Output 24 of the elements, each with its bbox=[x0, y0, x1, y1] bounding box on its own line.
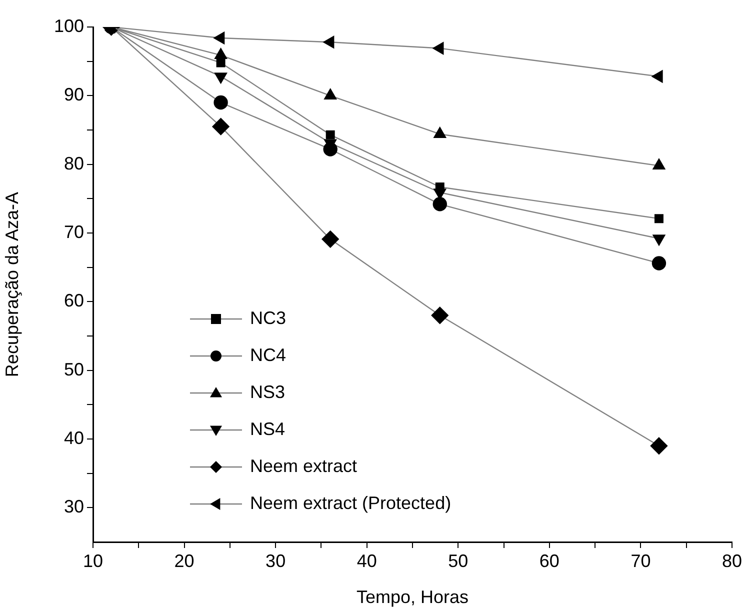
y-tick-label: 40 bbox=[64, 428, 84, 448]
y-tick-label: 70 bbox=[64, 222, 84, 242]
y-tick-label: 30 bbox=[64, 496, 84, 517]
x-axis-title: Tempo, Horas bbox=[356, 587, 469, 608]
x-tick-label: 40 bbox=[356, 550, 377, 571]
legend-label: NS3 bbox=[250, 382, 286, 403]
legend-label: NC4 bbox=[250, 345, 286, 366]
x-tick-label: 10 bbox=[82, 550, 104, 571]
x-tick-label: 70 bbox=[630, 550, 651, 571]
x-tick-label: 30 bbox=[266, 550, 286, 571]
x-tick-label: 50 bbox=[448, 550, 468, 571]
y-tick-label: 80 bbox=[64, 153, 84, 174]
x-tick-label: 80 bbox=[722, 550, 742, 571]
y-tick-label: 100 bbox=[54, 16, 84, 36]
y-tick-label: 50 bbox=[64, 359, 84, 380]
x-tick-label: 20 bbox=[174, 550, 194, 571]
y-tick-label: 90 bbox=[64, 84, 84, 105]
legend-label: NC3 bbox=[250, 308, 286, 329]
legend-label: NS4 bbox=[250, 419, 286, 440]
x-tick-label: 60 bbox=[539, 550, 560, 571]
y-tick-label: 60 bbox=[64, 290, 84, 311]
y-axis-title: Recuperação da Aza-A bbox=[2, 192, 22, 378]
legend-label: Neem extract bbox=[250, 456, 358, 477]
legend-label: Neem extract (Protected) bbox=[250, 493, 452, 514]
